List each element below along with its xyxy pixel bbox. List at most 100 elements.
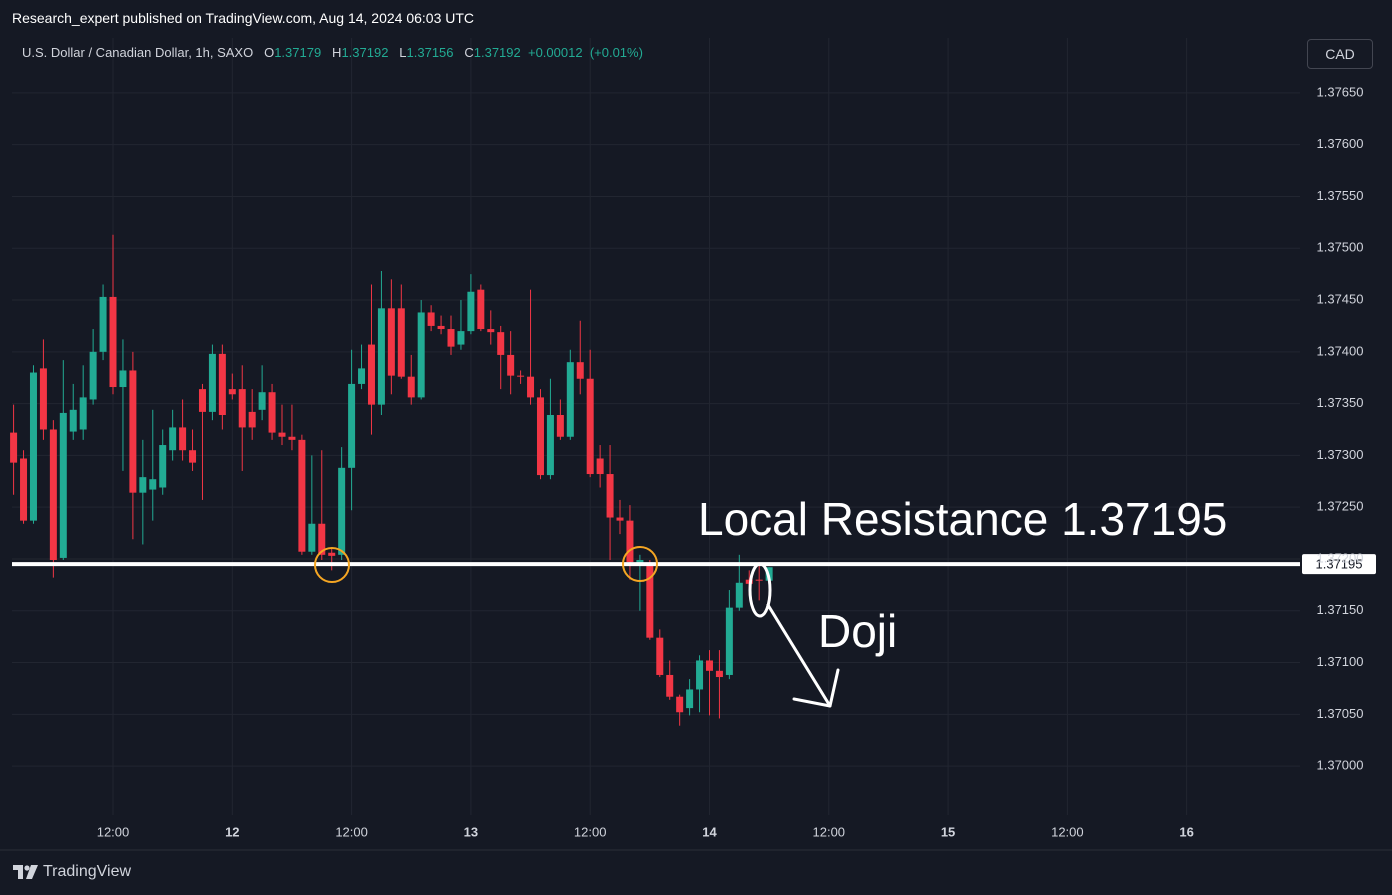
y-tick-label: 1.37650 bbox=[1317, 84, 1364, 99]
candle-body bbox=[705, 660, 713, 671]
high-label: H bbox=[332, 45, 342, 60]
y-tick-label: 1.37200 bbox=[1317, 550, 1364, 565]
close-label: C bbox=[464, 45, 474, 60]
candle-body bbox=[69, 409, 77, 432]
price-tag-box bbox=[1302, 554, 1376, 575]
annotations: 1.37195 Local Resistance 1.37195 Doji bbox=[12, 493, 1376, 708]
x-tick-label: 12:00 bbox=[574, 824, 607, 839]
candle-body bbox=[497, 332, 505, 355]
symbol: U.S. Dollar / Canadian Dollar, 1h, SAXO bbox=[22, 45, 254, 60]
price-tag: 1.37195 bbox=[1316, 557, 1363, 572]
candle-body bbox=[208, 353, 216, 412]
x-tick-label: 12:00 bbox=[335, 824, 368, 839]
candle-body bbox=[646, 565, 654, 638]
change-percent: (+0.01%) bbox=[589, 45, 643, 60]
doji-arrow bbox=[766, 603, 840, 708]
candle-body bbox=[288, 436, 296, 440]
candle-body bbox=[656, 637, 664, 675]
symbol-legend: U.S. Dollar / Canadian Dollar, 1h, SAXO … bbox=[22, 45, 643, 60]
y-tick-label: 1.37050 bbox=[1317, 706, 1364, 721]
candle-body bbox=[546, 415, 554, 476]
candle-body bbox=[298, 439, 306, 552]
brand-name: TradingView bbox=[43, 863, 132, 880]
candle-body bbox=[99, 296, 107, 352]
candle-body bbox=[556, 415, 564, 437]
x-tick-label: 12:00 bbox=[97, 824, 130, 839]
y-tick-label: 1.37450 bbox=[1317, 291, 1364, 306]
candle-body bbox=[437, 325, 445, 330]
candle-body bbox=[119, 370, 127, 388]
candle-body bbox=[338, 467, 346, 555]
candle-body bbox=[258, 392, 266, 410]
candle-body bbox=[20, 458, 28, 521]
candle-body bbox=[278, 432, 286, 437]
candle-body bbox=[387, 308, 395, 376]
candle-body bbox=[10, 432, 18, 463]
doji-ellipse bbox=[748, 562, 772, 618]
candle-body bbox=[576, 362, 584, 379]
y-tick-label: 1.37150 bbox=[1317, 602, 1364, 617]
candle-body bbox=[586, 378, 594, 475]
high-value: 1.37192 bbox=[341, 45, 389, 60]
x-tick-label: 13 bbox=[464, 824, 478, 839]
candle-body bbox=[159, 445, 167, 488]
candle-body bbox=[189, 450, 197, 463]
axes: 1.37000 1.37050 1.37100 1.37150 1.37200 1.372… bbox=[97, 84, 1364, 839]
candle-body bbox=[377, 308, 385, 405]
candle-body bbox=[129, 370, 137, 493]
candle-body bbox=[149, 479, 157, 490]
open-label: O bbox=[264, 45, 275, 60]
candle-body bbox=[536, 397, 544, 476]
x-tick-label: 12:00 bbox=[1051, 824, 1084, 839]
candle-body bbox=[725, 607, 733, 675]
candle-body bbox=[109, 296, 117, 388]
candle-body bbox=[487, 329, 495, 333]
candle-body bbox=[447, 329, 455, 347]
candle-body bbox=[676, 696, 684, 713]
open-value: 1.37179 bbox=[274, 45, 322, 60]
change: +0.00012 bbox=[527, 45, 583, 60]
candle-body bbox=[238, 389, 246, 428]
y-tick-label: 1.37000 bbox=[1317, 758, 1364, 773]
candle-body bbox=[407, 376, 415, 398]
y-tick-label: 1.37250 bbox=[1317, 499, 1364, 514]
candle-body bbox=[427, 312, 435, 326]
candle-body bbox=[397, 308, 405, 377]
doji-label: Doji bbox=[818, 605, 897, 657]
candle-body bbox=[29, 372, 37, 521]
candle-body bbox=[596, 458, 604, 475]
y-tick-label: 1.37600 bbox=[1317, 136, 1364, 151]
y-tick-label: 1.37100 bbox=[1317, 654, 1364, 669]
candle-body bbox=[715, 670, 723, 678]
candle-body bbox=[268, 392, 276, 433]
candle-body bbox=[467, 291, 475, 332]
y-tick-label: 1.37400 bbox=[1317, 343, 1364, 358]
candle-body bbox=[527, 376, 535, 398]
grid bbox=[12, 38, 1300, 815]
brand-icon bbox=[13, 865, 38, 879]
y-tick-label: 1.37350 bbox=[1317, 395, 1364, 410]
x-tick-label: 14 bbox=[702, 824, 717, 839]
candle-body bbox=[328, 552, 336, 556]
publisher-line: Research_expert published on TradingView… bbox=[12, 10, 475, 26]
candle-body bbox=[248, 411, 256, 428]
candle-body bbox=[755, 579, 763, 581]
candle-body bbox=[318, 523, 326, 555]
candle-body bbox=[477, 289, 485, 330]
low-value: 1.37156 bbox=[406, 45, 454, 60]
candle-body bbox=[169, 427, 177, 451]
candle-body bbox=[179, 427, 187, 451]
candle-body bbox=[517, 375, 525, 377]
touch-circle bbox=[622, 546, 658, 582]
candle-body bbox=[566, 362, 574, 437]
currency-button[interactable]: CAD bbox=[1307, 39, 1373, 69]
candle-body bbox=[139, 477, 147, 493]
candle-body bbox=[626, 520, 634, 563]
candle-body bbox=[686, 689, 694, 709]
candle-body bbox=[507, 354, 515, 376]
candle-body bbox=[358, 368, 366, 384]
candle-body bbox=[59, 412, 67, 558]
